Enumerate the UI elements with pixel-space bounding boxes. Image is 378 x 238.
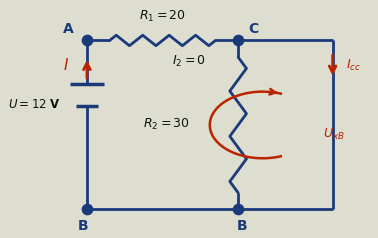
- Text: $R_1 = 20$: $R_1 = 20$: [139, 9, 186, 24]
- Text: $U = 12\ \mathbf{V}$: $U = 12\ \mathbf{V}$: [8, 98, 60, 111]
- Point: [235, 208, 241, 211]
- Text: B: B: [237, 219, 247, 233]
- Point: [235, 39, 241, 42]
- Text: A: A: [63, 22, 73, 35]
- Text: $R_2 = 30$: $R_2 = 30$: [143, 117, 190, 133]
- Text: $\mathit{I}$: $\mathit{I}$: [63, 57, 69, 74]
- Point: [84, 39, 90, 42]
- Text: $U_{xB}$: $U_{xB}$: [323, 127, 345, 142]
- Text: C: C: [248, 22, 259, 35]
- Text: B: B: [78, 219, 88, 233]
- Text: $\mathit{I}_2 = 0$: $\mathit{I}_2 = 0$: [172, 54, 206, 69]
- Text: $I_{cc}$: $I_{cc}$: [346, 58, 361, 73]
- Point: [84, 208, 90, 211]
